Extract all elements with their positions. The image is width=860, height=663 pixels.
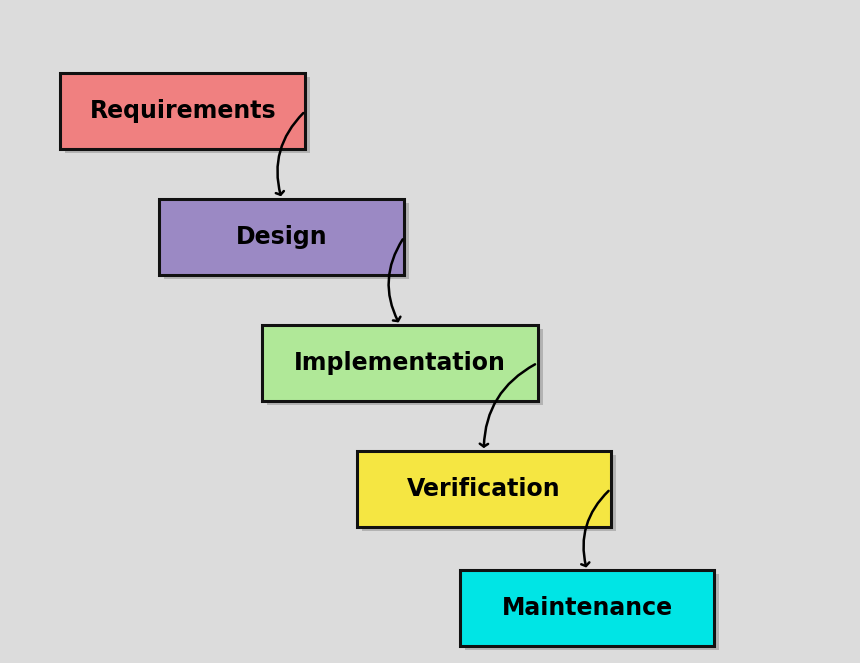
FancyBboxPatch shape [362,455,616,531]
FancyBboxPatch shape [159,199,404,275]
FancyBboxPatch shape [65,77,310,153]
FancyBboxPatch shape [460,570,714,646]
FancyBboxPatch shape [465,574,719,650]
FancyBboxPatch shape [357,451,611,527]
FancyBboxPatch shape [262,325,538,401]
Text: Implementation: Implementation [294,351,506,375]
FancyBboxPatch shape [164,203,409,279]
FancyBboxPatch shape [60,73,305,149]
Text: Maintenance: Maintenance [501,596,673,621]
Text: Verification: Verification [407,477,561,501]
Text: Requirements: Requirements [89,99,276,123]
Text: Design: Design [236,225,328,249]
FancyBboxPatch shape [267,329,543,405]
